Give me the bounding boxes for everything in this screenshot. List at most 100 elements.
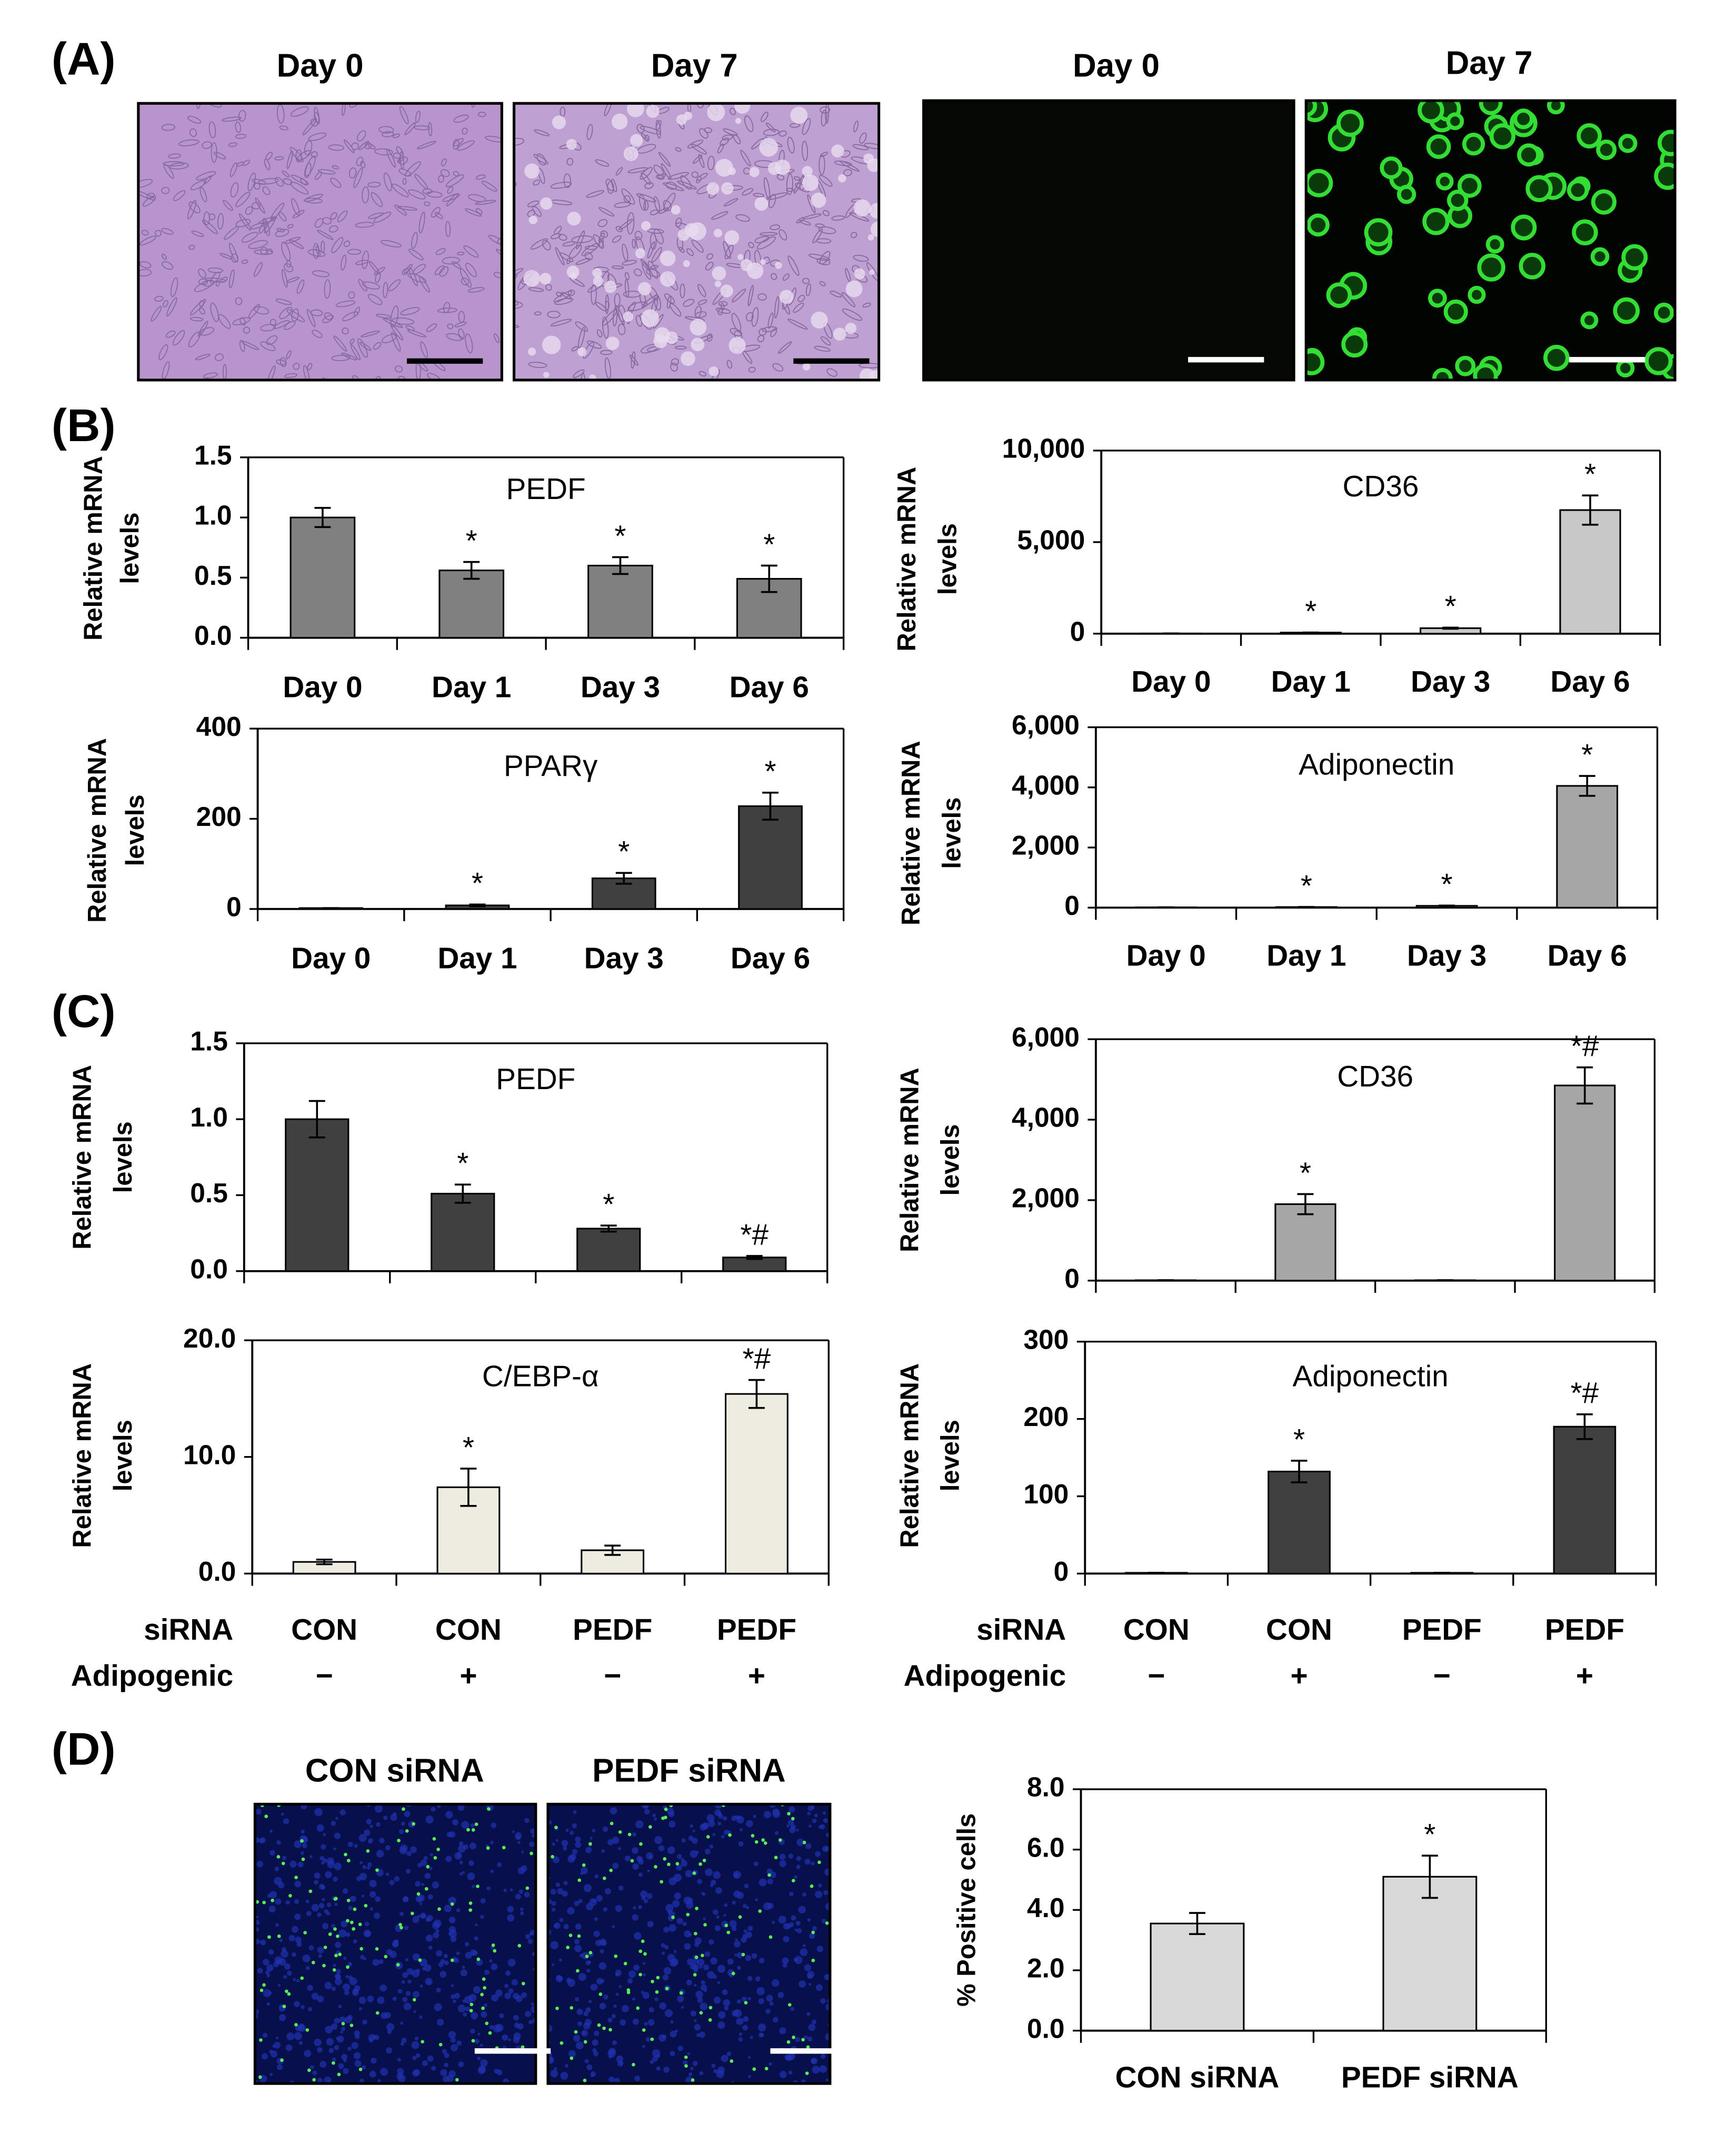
nucleus — [316, 1824, 324, 1832]
cell — [744, 115, 754, 132]
green-dot — [437, 1907, 441, 1911]
x-tick-label: CON siRNA — [1115, 2061, 1280, 2094]
cell — [228, 243, 238, 263]
nucleus — [702, 1823, 708, 1829]
cell — [617, 323, 626, 335]
nucleus — [412, 1953, 420, 1961]
green-dot — [311, 1960, 315, 1965]
nucleus — [255, 1809, 262, 1815]
green-dot — [366, 1849, 370, 1853]
x-tick-label: Day 1 — [432, 671, 511, 704]
nucleus — [809, 1933, 815, 1939]
nucleus — [282, 1856, 287, 1860]
green-dot — [405, 1829, 409, 1833]
nucleus — [392, 1996, 397, 2001]
cell — [320, 85, 342, 98]
nucleus — [669, 1820, 676, 1828]
green-dot — [695, 1907, 699, 1910]
cell — [514, 181, 517, 188]
nucleus — [376, 1850, 384, 1858]
cell — [789, 123, 800, 128]
nucleus — [414, 2069, 421, 2076]
cell — [311, 151, 318, 158]
cell — [312, 330, 323, 338]
green-dot — [597, 2023, 601, 2027]
nucleus — [256, 1860, 264, 1868]
cell — [457, 252, 465, 256]
cell — [252, 178, 266, 185]
nucleus — [820, 2053, 826, 2059]
lipid — [592, 268, 602, 278]
cell — [350, 344, 361, 361]
nucleus — [293, 2001, 300, 2008]
cell — [442, 256, 460, 265]
nucleus — [599, 2002, 606, 2010]
green-cell — [1654, 302, 1674, 323]
nucleus — [414, 2036, 419, 2041]
bar — [1274, 1203, 1336, 1282]
nucleus — [413, 2010, 416, 2013]
lipid — [641, 221, 651, 231]
significance-mark: * — [457, 1147, 468, 1180]
green-cell — [1326, 282, 1352, 308]
nucleus — [359, 2078, 364, 2083]
nucleus — [817, 1883, 822, 1888]
x-row-name: Adipogenic — [71, 1660, 234, 1693]
nucleus — [633, 1965, 640, 1971]
cell — [414, 125, 431, 131]
cell — [467, 287, 485, 293]
nucleus — [794, 1875, 798, 1879]
cell — [314, 218, 324, 228]
cell — [691, 240, 704, 253]
nucleus — [340, 2030, 343, 2034]
nucleus — [460, 1969, 467, 1977]
nucleus — [634, 2075, 641, 2081]
cell — [677, 181, 697, 190]
cell — [597, 219, 608, 227]
cell — [680, 175, 692, 190]
cell — [262, 186, 271, 195]
cell — [322, 392, 332, 403]
cell — [381, 411, 401, 426]
lipid — [831, 144, 844, 158]
nucleus — [511, 1979, 518, 1986]
lipid — [845, 280, 863, 297]
lipid — [802, 174, 819, 191]
green-dot — [602, 2026, 606, 2030]
cell — [266, 384, 272, 392]
nucleus — [266, 1973, 271, 1978]
green-dot — [333, 1927, 337, 1931]
cell — [657, 173, 666, 179]
nucleus — [575, 1997, 580, 2002]
green-dot — [276, 1855, 281, 1859]
green-dot — [364, 1903, 368, 1908]
image-title: Day 7 — [651, 48, 738, 84]
nucleus — [789, 1806, 795, 1813]
nucleus — [578, 1899, 583, 1903]
nucleus — [360, 1861, 363, 1864]
nucleus — [275, 1923, 280, 1927]
nucleus — [340, 1809, 346, 1816]
nucleus — [681, 1858, 685, 1862]
green-dot — [323, 1946, 327, 1949]
bar — [724, 1393, 789, 1574]
cell — [390, 305, 399, 327]
y-axis-label: Relative mRNA — [895, 1363, 924, 1548]
nucleus — [380, 1984, 387, 1992]
green-cell — [1654, 162, 1675, 190]
nucleus — [661, 1943, 665, 1948]
nucleus — [658, 1845, 665, 1851]
nucleus — [712, 1832, 716, 1837]
nucleus — [735, 1938, 738, 1941]
cell — [402, 268, 409, 275]
cell — [235, 192, 251, 207]
green-cell — [1364, 218, 1393, 247]
nucleus — [804, 1964, 811, 1971]
nucleus — [709, 1939, 714, 1945]
lipid — [749, 167, 760, 177]
nucleus — [757, 2023, 766, 2032]
nucleus — [425, 1816, 434, 1824]
green-dot — [583, 2078, 587, 2082]
significance-mark: *# — [1571, 1377, 1599, 1410]
nucleus — [322, 1898, 325, 1901]
